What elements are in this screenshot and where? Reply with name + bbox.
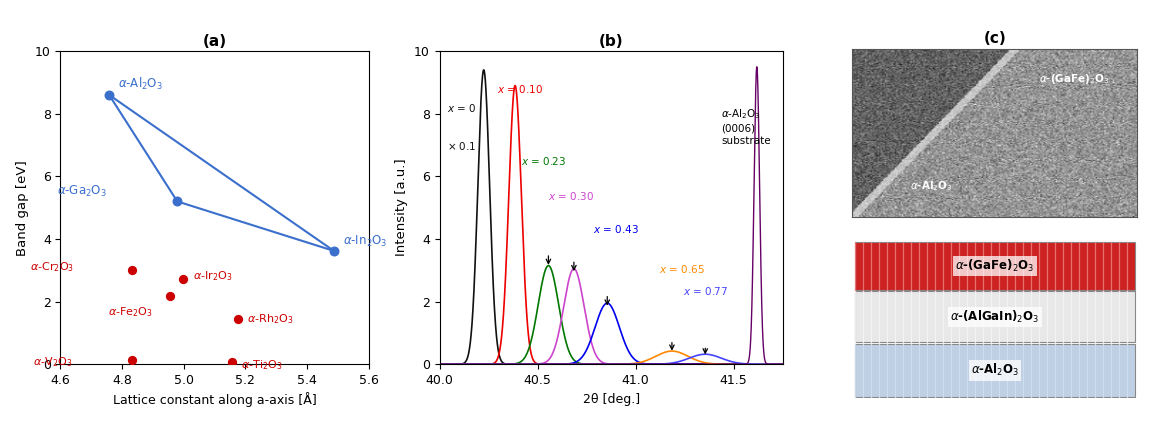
X-axis label: 2θ [deg.]: 2θ [deg.] <box>583 392 640 406</box>
Text: $\alpha$-V$_2$O$_3$: $\alpha$-V$_2$O$_3$ <box>34 355 73 369</box>
Text: $x$ = 0: $x$ = 0 <box>448 102 477 114</box>
Point <box>228 315 247 322</box>
Text: $\alpha$-Al$_2$O$_3$: $\alpha$-Al$_2$O$_3$ <box>911 179 952 193</box>
Point <box>122 356 141 363</box>
Text: $\alpha$-Ga$_2$O$_3$: $\alpha$-Ga$_2$O$_3$ <box>57 184 107 199</box>
Text: $x$ = 0.65: $x$ = 0.65 <box>659 263 705 276</box>
Text: $x$ = 0.30: $x$ = 0.30 <box>549 190 594 202</box>
Title: (b): (b) <box>599 34 623 49</box>
Bar <box>855 242 1135 290</box>
Bar <box>855 291 1135 343</box>
Point <box>160 293 179 299</box>
Text: $\alpha$-(GaFe)$_2$O$_3$: $\alpha$-(GaFe)$_2$O$_3$ <box>955 258 1035 274</box>
Text: $\alpha$-Rh$_2$O$_3$: $\alpha$-Rh$_2$O$_3$ <box>247 312 293 326</box>
Y-axis label: Intensity [a.u.]: Intensity [a.u.] <box>395 159 408 256</box>
Point <box>122 267 141 274</box>
X-axis label: Lattice constant along a-axis [Å]: Lattice constant along a-axis [Å] <box>113 392 316 408</box>
Point <box>222 358 241 365</box>
Text: $\alpha$-(AlGaIn)$_2$O$_3$: $\alpha$-(AlGaIn)$_2$O$_3$ <box>950 309 1040 325</box>
Point <box>167 198 186 205</box>
Text: $\alpha$-Al$_2$O$_3$: $\alpha$-Al$_2$O$_3$ <box>971 362 1019 378</box>
Title: (a): (a) <box>202 34 227 49</box>
Text: $\times$ 0.1: $\times$ 0.1 <box>448 140 477 152</box>
Text: $x$ = 0.10: $x$ = 0.10 <box>498 83 543 95</box>
Point <box>100 92 119 98</box>
Y-axis label: Band gap [eV]: Band gap [eV] <box>16 160 29 256</box>
Point <box>324 248 343 254</box>
Text: $x$ = 0.23: $x$ = 0.23 <box>521 155 566 167</box>
Text: $\alpha$-Ti$_2$O$_3$: $\alpha$-Ti$_2$O$_3$ <box>241 358 283 372</box>
Point <box>174 276 193 282</box>
Text: $\alpha$-Al$_2$O$_3$: $\alpha$-Al$_2$O$_3$ <box>119 76 163 92</box>
Text: $x$ = 0.43: $x$ = 0.43 <box>592 223 638 235</box>
Text: $\alpha$-(GaFe)$_2$O$_3$: $\alpha$-(GaFe)$_2$O$_3$ <box>1039 72 1110 86</box>
Text: $\alpha$-Ir$_2$O$_3$: $\alpha$-Ir$_2$O$_3$ <box>193 270 233 283</box>
Text: $\alpha$-Al$_2$O$_3$
(0006)
substrate: $\alpha$-Al$_2$O$_3$ (0006) substrate <box>721 107 771 146</box>
Bar <box>855 344 1135 397</box>
Text: $\alpha$-Fe$_2$O$_3$: $\alpha$-Fe$_2$O$_3$ <box>108 305 154 319</box>
Text: $\alpha$-Cr$_2$O$_3$: $\alpha$-Cr$_2$O$_3$ <box>30 260 74 274</box>
Text: $\alpha$-In$_2$O$_3$: $\alpha$-In$_2$O$_3$ <box>343 234 387 249</box>
Title: (c): (c) <box>984 32 1006 46</box>
Text: $x$ = 0.77: $x$ = 0.77 <box>683 285 728 297</box>
